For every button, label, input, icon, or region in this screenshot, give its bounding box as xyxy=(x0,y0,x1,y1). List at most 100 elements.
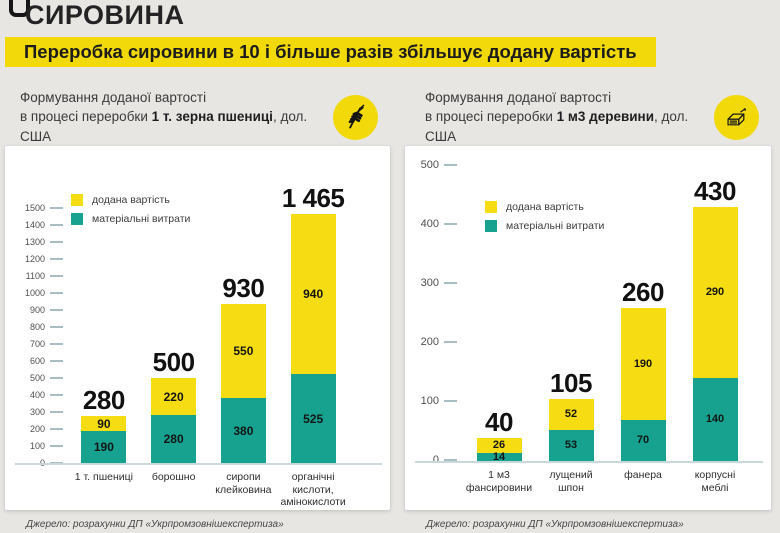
y-tick-1300: 1300 xyxy=(11,237,63,247)
segment-value-label: 190 xyxy=(633,357,653,370)
legend-item-added-value: додана вартість xyxy=(485,201,604,213)
y-tick-1100: 1100 xyxy=(11,271,63,281)
y-tick-300: 300 xyxy=(411,277,457,289)
y-tick-label: 600 xyxy=(29,356,45,366)
bar-total-label: 430 xyxy=(694,176,736,206)
y-tick-label: 1000 xyxy=(24,288,45,298)
wood-chart-header: Формування доданої вартості в процесі пе… xyxy=(405,90,771,144)
y-tick-1400: 1400 xyxy=(11,220,63,230)
segment-value-label: 53 xyxy=(564,439,578,451)
x-axis-category-label: корпусні меблі xyxy=(694,469,736,494)
y-tick-label: 500 xyxy=(29,373,45,383)
legend-item-material-costs: матеріальні витрати xyxy=(71,213,190,225)
y-tick-100: 100 xyxy=(11,441,63,451)
y-tick-mark xyxy=(444,400,457,402)
y-tick-400: 400 xyxy=(11,390,63,400)
y-tick-mark xyxy=(50,292,63,294)
bar-slot: 930 550 380 xyxy=(209,208,279,463)
added-value-swatch xyxy=(485,201,497,213)
x-axis-category-label: 1 т. пшениці xyxy=(74,471,133,483)
y-tick-200: 200 xyxy=(411,336,457,348)
y-tick-label: 100 xyxy=(420,395,439,407)
x-axis-labels: 1 т. пшениці борошно сиропи клейковина орга… xyxy=(69,471,348,509)
segment-value-label: 90 xyxy=(97,416,111,431)
x-axis-labels: 1 м3 фансировини лущений шпон фанера корпус… xyxy=(463,469,751,494)
x-axis-baseline xyxy=(15,463,382,465)
bar-total-label: 1 465 xyxy=(281,183,345,213)
added-value-swatch xyxy=(71,194,83,206)
material-costs-swatch xyxy=(485,220,497,232)
y-tick-mark xyxy=(50,445,63,447)
y-tick-label: 300 xyxy=(29,407,45,417)
legend-item-added-value: додана вартість xyxy=(71,194,190,206)
segment-value-label: 940 xyxy=(303,287,324,301)
y-tick-mark xyxy=(50,326,63,328)
y-tick-1000: 1000 xyxy=(11,288,63,298)
y-tick-100: 100 xyxy=(411,395,457,407)
stacked-bar: 940 525 xyxy=(290,214,336,463)
wood-chart-title-line2: в процесі переробки 1 м3 деревини, дол. … xyxy=(425,109,689,144)
y-tick-mark xyxy=(50,360,63,362)
wood-chart: додана вартість матеріальні витрати 0 100… xyxy=(405,146,771,510)
y-tick-mark xyxy=(50,428,63,430)
bar-segment-added-value: 290 xyxy=(692,207,738,378)
segment-value-label: 280 xyxy=(163,432,184,446)
stacked-bar: 26 14 xyxy=(476,438,522,462)
y-tick-label: 1500 xyxy=(24,203,45,213)
stacked-bar: 90 190 xyxy=(81,416,127,463)
x-axis-category-label: фанера xyxy=(624,469,662,481)
segment-value-label: 140 xyxy=(705,413,725,425)
y-tick-mark xyxy=(50,224,63,226)
y-tick-1500: 1500 xyxy=(11,203,63,213)
bar-total-label: 930 xyxy=(222,273,265,303)
wood-chart-title-line1: Формування доданої вартості xyxy=(425,90,612,106)
y-tick-mark xyxy=(444,223,457,225)
bar-segment-added-value: 220 xyxy=(151,378,197,415)
y-tick-mark xyxy=(444,459,457,461)
y-tick-label: 500 xyxy=(420,159,439,171)
y-tick-label: 200 xyxy=(420,336,439,348)
wheat-chart-title-line2: в процесі переробки 1 т. зерна пшениці, … xyxy=(20,109,308,144)
segment-value-label: 220 xyxy=(163,389,184,404)
wood-chart-title: Формування доданої вартості в процесі пе… xyxy=(425,88,714,145)
bar-slot: 260 190 70 xyxy=(607,166,679,461)
bar-segment-material-costs: 280 xyxy=(151,415,197,463)
lumber-icon-glyph xyxy=(727,107,746,125)
segment-value-label: 52 xyxy=(564,408,578,420)
y-tick-label: 0 xyxy=(432,454,439,466)
y-tick-200: 200 xyxy=(11,424,63,434)
source-note: Джерело: розрахунки ДП «Укрпромзовнішекс… xyxy=(426,519,684,530)
bar-segment-added-value: 52 xyxy=(548,399,594,430)
cropped-letter-artifact xyxy=(9,0,30,17)
y-tick-800: 800 xyxy=(11,322,63,332)
material-costs-label: матеріальні витрати xyxy=(92,213,191,225)
material-costs-label: матеріальні витрати xyxy=(506,220,605,232)
y-tick-mark xyxy=(444,282,457,284)
bar-segment-added-value: 940 xyxy=(290,214,336,374)
segment-value-label: 70 xyxy=(636,434,650,446)
wood-chart-legend: додана вартість матеріальні витрати xyxy=(485,201,604,232)
bar-segment-material-costs: 380 xyxy=(220,398,266,463)
bar-slot: 280 90 190 xyxy=(69,208,139,463)
bar-slot: 40 26 14 xyxy=(463,166,535,462)
y-tick-mark xyxy=(50,275,63,277)
x-axis-category-label: органічні кислоти, амінокислоти xyxy=(280,471,346,509)
material-costs-swatch xyxy=(71,213,83,225)
page-title: СИРОВИНА xyxy=(25,0,185,30)
bar-segment-material-costs: 53 xyxy=(548,430,594,461)
bar-segment-added-value: 550 xyxy=(220,304,266,398)
bar-segment-added-value: 90 xyxy=(81,416,127,431)
y-tick-300: 300 xyxy=(11,407,63,417)
y-tick-label: 400 xyxy=(420,218,439,230)
segment-value-label: 525 xyxy=(303,411,324,426)
y-tick-0: 0 xyxy=(411,454,457,466)
bar-total-label: 500 xyxy=(152,347,195,377)
segment-value-label: 290 xyxy=(705,286,725,298)
bar-slot: 500 220 280 xyxy=(139,208,209,463)
x-axis-category-label: сиропи клейковина xyxy=(215,471,272,496)
y-tick-label: 1400 xyxy=(24,220,45,230)
segment-value-label: 550 xyxy=(233,344,254,358)
y-tick-500: 500 xyxy=(411,159,457,171)
headline-banner: Переробка сировини в 10 і більше разів з… xyxy=(5,37,656,67)
bar-slot: 105 52 53 xyxy=(535,166,607,461)
